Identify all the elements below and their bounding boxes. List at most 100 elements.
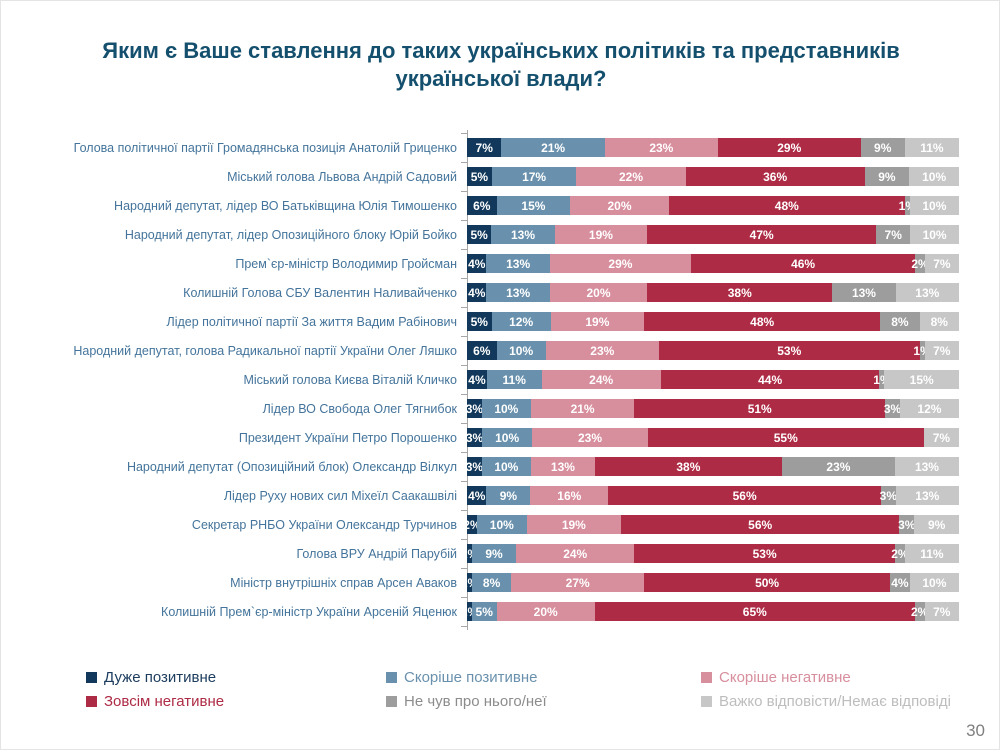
bar-track: 3% 10% 13% 38% 23% 13%	[467, 456, 959, 477]
axis-tick	[461, 335, 468, 337]
legend-label: Важко відповісти/Немає відповіді	[719, 693, 951, 710]
bar-segment: 50%	[644, 572, 891, 593]
bar-segment: 23%	[532, 427, 648, 448]
chart-row: Колишній Голова СБУ Валентин Наливайченк…	[17, 278, 977, 307]
bar-segment: 20%	[570, 195, 669, 216]
chart-row: Президент України Петро Порошенко 3% 10% 23…	[17, 423, 977, 452]
bar-segment: 24%	[541, 369, 661, 390]
bar-segment: 29%	[549, 253, 692, 274]
category-label: Лідер ВО Свобода Олег Тягнибок	[262, 401, 457, 416]
bar-segment: 23%	[545, 340, 659, 361]
axis-tick	[461, 538, 468, 540]
bar-segment: 6%	[467, 195, 497, 216]
chart-row: Секретар РНБО України Олександр Турчинов…	[17, 510, 977, 539]
chart-row: Лідер Руху нових сил Міхеїл Саакашвілі 4%…	[17, 481, 977, 510]
bar-track: 1%9%24%53%2%11%	[467, 543, 959, 564]
bar-segment: 48%	[668, 195, 905, 216]
bar-segment: 16%	[530, 485, 609, 506]
category-label: Міський голова Києва Віталій Кличко	[243, 372, 457, 387]
bar-segment: 10%	[481, 456, 531, 477]
bar-segment: 48%	[644, 311, 881, 332]
category-label: Голова ВРУ Андрій Парубій	[296, 546, 457, 561]
bar-segment: 38%	[647, 282, 833, 303]
legend-swatch	[701, 696, 712, 707]
chart-row: Міський голова Львова Андрій Садовий 5% 17…	[17, 162, 977, 191]
bar-segment: 38%	[594, 456, 782, 477]
chart-legend: Дуже позитивне Скоріше позитивне Скоріше н…	[86, 669, 966, 710]
bar-segment: 44%	[660, 369, 880, 390]
bar-segment: 21%	[501, 137, 605, 158]
axis-tick	[461, 161, 468, 163]
bar-segment: 7%	[924, 340, 959, 361]
bar-segment: 10%	[909, 166, 959, 187]
bar-segment: 65%	[594, 601, 915, 622]
bar-segment: 36%	[685, 166, 865, 187]
chart-row: Колишній Прем`єр-міністр України Арсеній…	[17, 597, 977, 626]
bar-segment: 47%	[647, 224, 877, 245]
bar-segment: 4%	[467, 485, 487, 506]
chart-row: Народний депутат (Опозиційний блок) Олек…	[17, 452, 977, 481]
category-label: Міністр внутрішніх справ Арсен Аваков	[230, 575, 457, 590]
legend-item: Скоріше позитивне	[386, 669, 701, 686]
bar-segment: 2%	[911, 253, 929, 274]
bar-segment: 10%	[482, 427, 533, 448]
category-label: Лідер політичної партії За життя Вадим Р…	[166, 314, 457, 329]
legend-item: Не чув про нього/неї	[386, 693, 701, 710]
bar-segment: 23%	[781, 456, 895, 477]
bar-track: 6% 15% 20% 48% 1% 10%	[467, 195, 959, 216]
bar-segment: 10%	[909, 195, 959, 216]
bar-segment: 3%	[467, 427, 483, 448]
axis-tick	[461, 306, 468, 308]
bar-segment: 8%	[880, 311, 920, 332]
chart-row: Народний депутат, голова Радикальної пар…	[17, 336, 977, 365]
chart-rows: Голова політичної партії Громадянська по…	[17, 130, 977, 630]
category-label: Голова політичної партії Громадянська по…	[73, 140, 457, 155]
legend-item: Скоріше негативне	[701, 669, 966, 686]
bar-segment: 4%	[890, 572, 910, 593]
axis-tick	[461, 132, 468, 134]
bar-segment: 9%	[471, 543, 517, 564]
bar-segment: 11%	[486, 369, 542, 390]
axis-tick	[461, 248, 468, 250]
axis-tick	[461, 451, 468, 453]
legend-label: Скоріше негативне	[719, 669, 851, 686]
bar-segment: 7%	[924, 601, 959, 622]
bar-segment: 7%	[923, 427, 959, 448]
legend-swatch	[86, 696, 97, 707]
category-label: Колишній Прем`єр-міністр України Арсеній…	[161, 604, 457, 619]
bar-segment: 3%	[898, 514, 915, 535]
axis-tick	[461, 567, 468, 569]
bar-segment: 13%	[486, 282, 550, 303]
bar-segment: 24%	[516, 543, 635, 564]
category-label: Лідер Руху нових сил Міхеїл Саакашвілі	[223, 488, 457, 503]
bar-segment: 46%	[691, 253, 916, 274]
axis-tick	[461, 393, 468, 395]
bar-segment: 10%	[476, 514, 527, 535]
axis-tick	[461, 219, 468, 221]
chart-row: Лідер ВО Свобода Олег Тягнибок 3% 10% 21% 51…	[17, 394, 977, 423]
axis-tick	[461, 596, 468, 598]
bar-segment: 4%	[467, 253, 487, 274]
category-label: Міський голова Львова Андрій Садовий	[227, 169, 457, 184]
chart-title: Яким є Ваше ставлення до таких українськ…	[102, 38, 900, 91]
bar-segment: 15%	[884, 369, 959, 390]
bar-segment: 10%	[496, 340, 546, 361]
axis-tick	[461, 190, 468, 192]
bar-segment: 9%	[486, 485, 531, 506]
legend-label: Скоріше позитивне	[404, 669, 538, 686]
chart-row: Міністр внутрішніх справ Арсен Аваков 1%8…	[17, 568, 977, 597]
legend-label: Зовсім негативне	[104, 693, 225, 710]
bar-segment: 3%	[467, 456, 483, 477]
bar-segment: 17%	[491, 166, 577, 187]
chart-row: Лідер політичної партії За життя Вадим Р…	[17, 307, 977, 336]
legend-swatch	[386, 672, 397, 683]
bar-segment: 10%	[481, 398, 531, 419]
chart-row: Народний депутат, лідер Опозиційного бло…	[17, 220, 977, 249]
bar-segment: 3%	[884, 398, 901, 419]
bar-track: 5% 12% 19% 48% 8% 8%	[467, 311, 959, 332]
chart-row: Голова політичної партії Громадянська по…	[17, 133, 977, 162]
bar-track: 7% 21% 23% 29% 9% 11%	[467, 137, 959, 158]
bar-track: 2%10%19%56%3%9%	[467, 514, 959, 535]
bar-segment: 3%	[467, 398, 483, 419]
